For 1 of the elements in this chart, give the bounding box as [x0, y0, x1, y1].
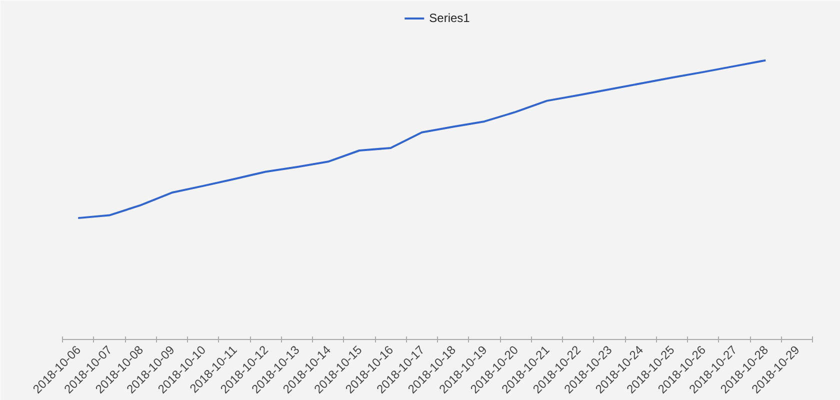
- legend-label: Series1: [429, 11, 470, 25]
